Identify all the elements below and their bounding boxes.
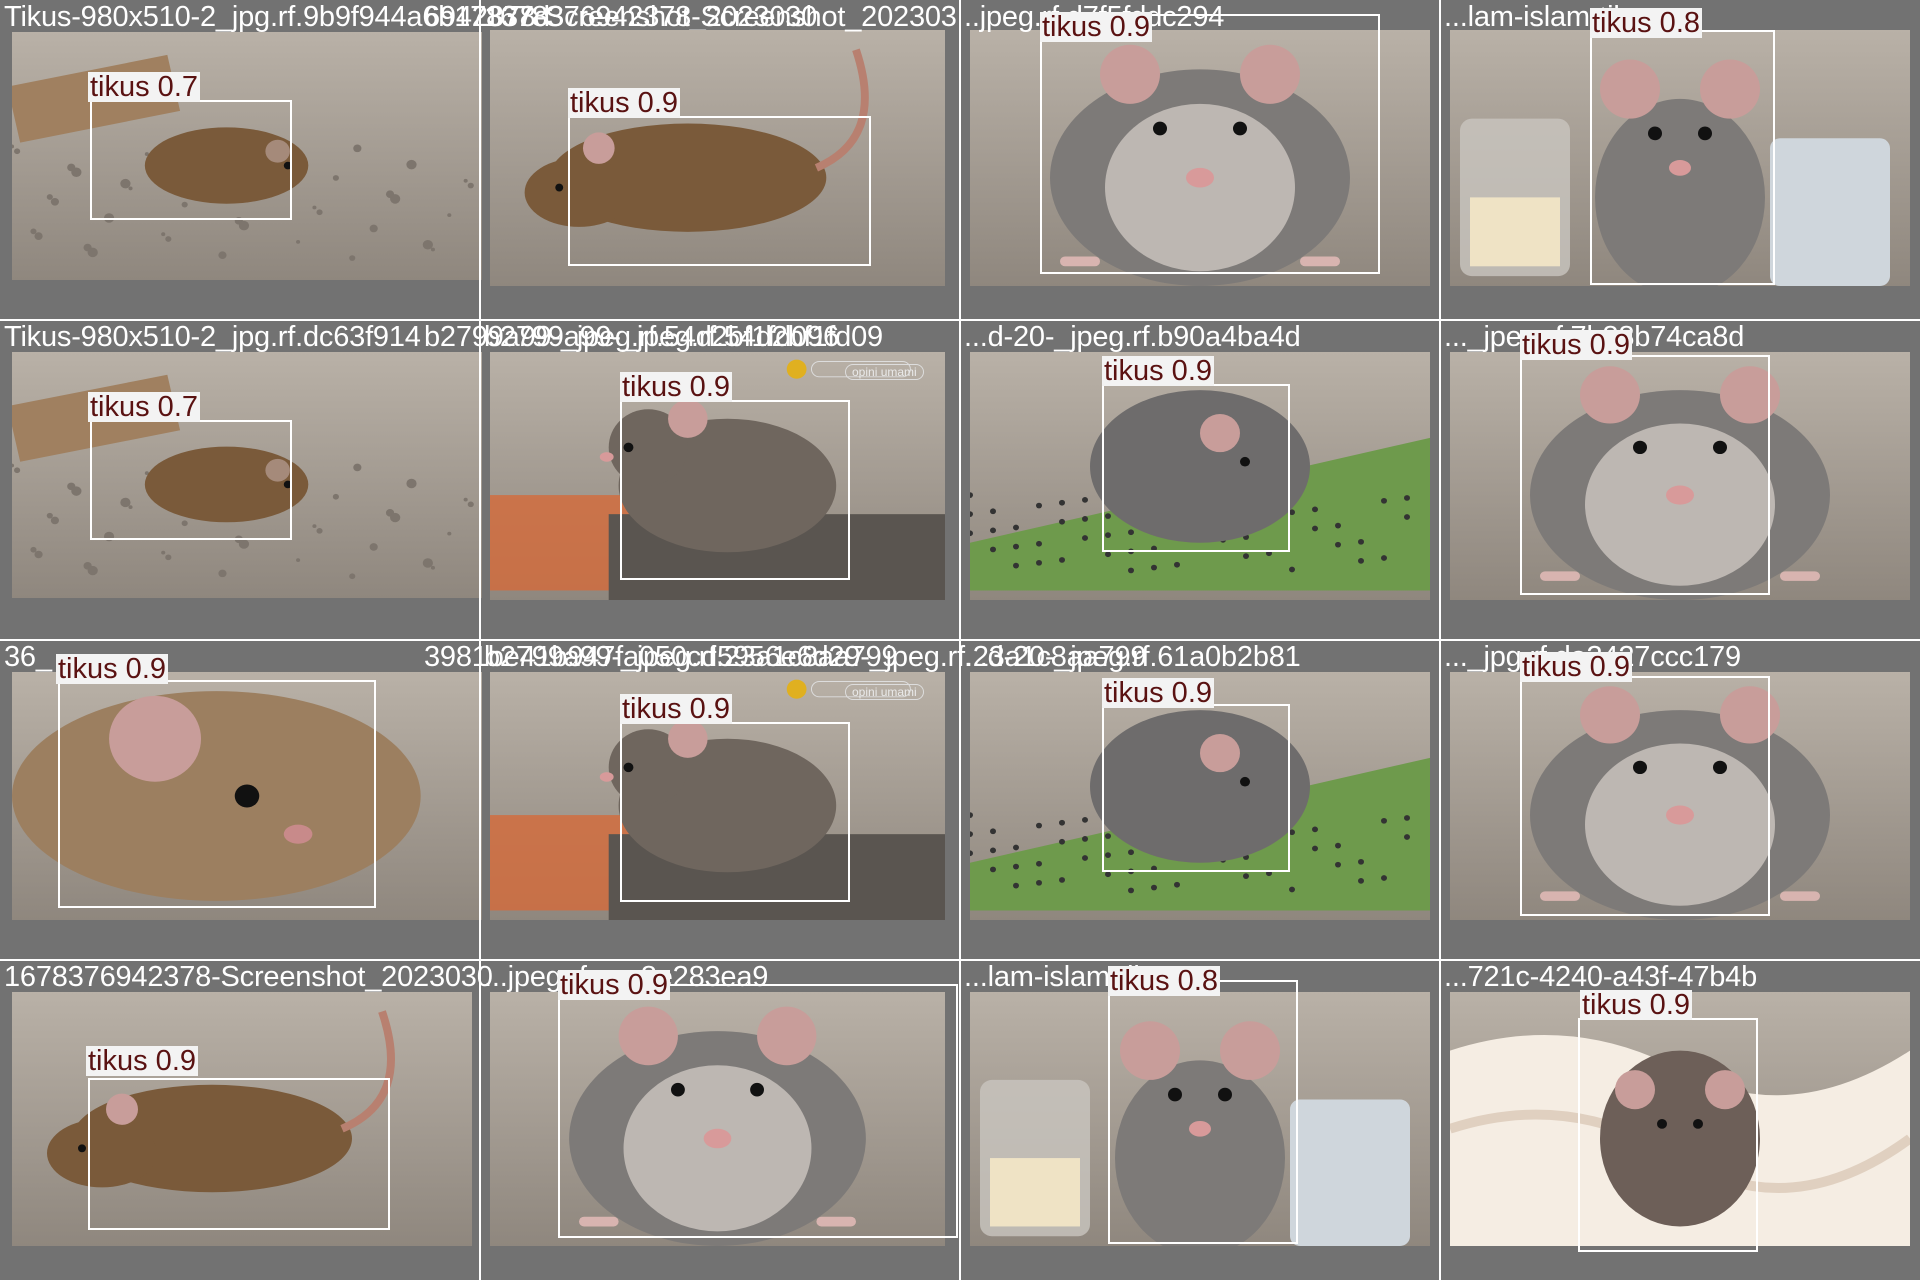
detection-box [1590, 30, 1775, 285]
detection-box [90, 420, 292, 540]
detection-box [58, 680, 376, 908]
detection-box [1520, 676, 1770, 916]
detection-box [1102, 704, 1290, 872]
detection-label: tikus 0.9 [1102, 355, 1214, 387]
detection-label: tikus 0.9 [1520, 329, 1632, 361]
detection-box [1520, 355, 1770, 595]
tile-filename-overlap: 3981be41b947fa050cd5956e6d29-_jpeg.rf.23… [424, 641, 1147, 673]
tile-photo [490, 992, 945, 1246]
tile-divider [0, 639, 1920, 641]
detection-box [1040, 14, 1380, 274]
detection-label: tikus 0.9 [1102, 677, 1214, 709]
detection-label: tikus 0.9 [1040, 11, 1152, 43]
tile-filename: b2799a99-_jpeg.rf.54d2bf1fd09 [484, 321, 883, 353]
detection-box [620, 722, 850, 902]
detection-box [558, 984, 958, 1238]
tile-photo [970, 992, 1430, 1246]
detection-label: tikus 0.7 [88, 391, 200, 423]
detection-box [568, 116, 871, 266]
detection-label: tikus 0.8 [1108, 965, 1220, 997]
tile-divider [0, 959, 1920, 961]
detection-label: tikus 0.9 [620, 693, 732, 725]
tile-filename: b2799a99-_jpeg.rf.23a1c8aa799 [484, 641, 898, 673]
detection-box [1102, 384, 1290, 552]
detection-box [1578, 1018, 1758, 1252]
watermark-label: opini umami [845, 684, 924, 700]
detection-label: tikus 0.8 [1590, 7, 1702, 39]
tile-photo [1450, 672, 1910, 920]
detection-box [1108, 980, 1298, 1244]
tile-photo [970, 30, 1430, 286]
detection-label: tikus 0.9 [1580, 989, 1692, 1021]
detection-label: tikus 0.9 [86, 1045, 198, 1077]
tile-photo [1450, 30, 1910, 286]
detection-label: tikus 0.9 [568, 87, 680, 119]
tile-filename: ...d-20-_jpeg.rf.b90a4ba4d [964, 321, 1301, 353]
tile-divider [0, 319, 1920, 321]
tile-photo [970, 672, 1430, 920]
tile-photo [970, 352, 1430, 600]
tile-photo [1450, 992, 1910, 1246]
tile-filename: 1678376942378-Screenshot_202303 [484, 1, 957, 33]
detection-label: tikus 0.9 [620, 371, 732, 403]
detection-label: tikus 0.9 [558, 969, 670, 1001]
tile-filename-overlap: 6942378-Screenshot_2023030 [424, 1, 818, 33]
tile-filename: ...d-20-_jpeg.rf.61a0b2b81 [964, 641, 1301, 673]
tile-photo [1450, 352, 1910, 600]
detection-label: tikus 0.9 [1520, 651, 1632, 683]
detection-box [620, 400, 850, 580]
tile-filename-overlap: b2799a99-_jpeg.rf.54d2bf1fd096 [424, 321, 839, 353]
tile-photo [12, 672, 482, 920]
detection-box [88, 1078, 390, 1230]
tile-filename: Tikus-980x510-2_jpg.rf.dc63f914 [4, 321, 421, 353]
tile-filename: 36_ [4, 641, 52, 673]
tile-filename: 1678376942378-Screenshot_2023030 [4, 961, 493, 993]
detection-label: tikus 0.7 [88, 71, 200, 103]
detection-label: tikus 0.9 [56, 653, 168, 685]
watermark-label: opini umami [845, 364, 924, 380]
detection-box [90, 100, 292, 220]
tile-filename: Tikus-980x510-2_jpg.rf.9b9f944a6b17837d [4, 1, 550, 33]
